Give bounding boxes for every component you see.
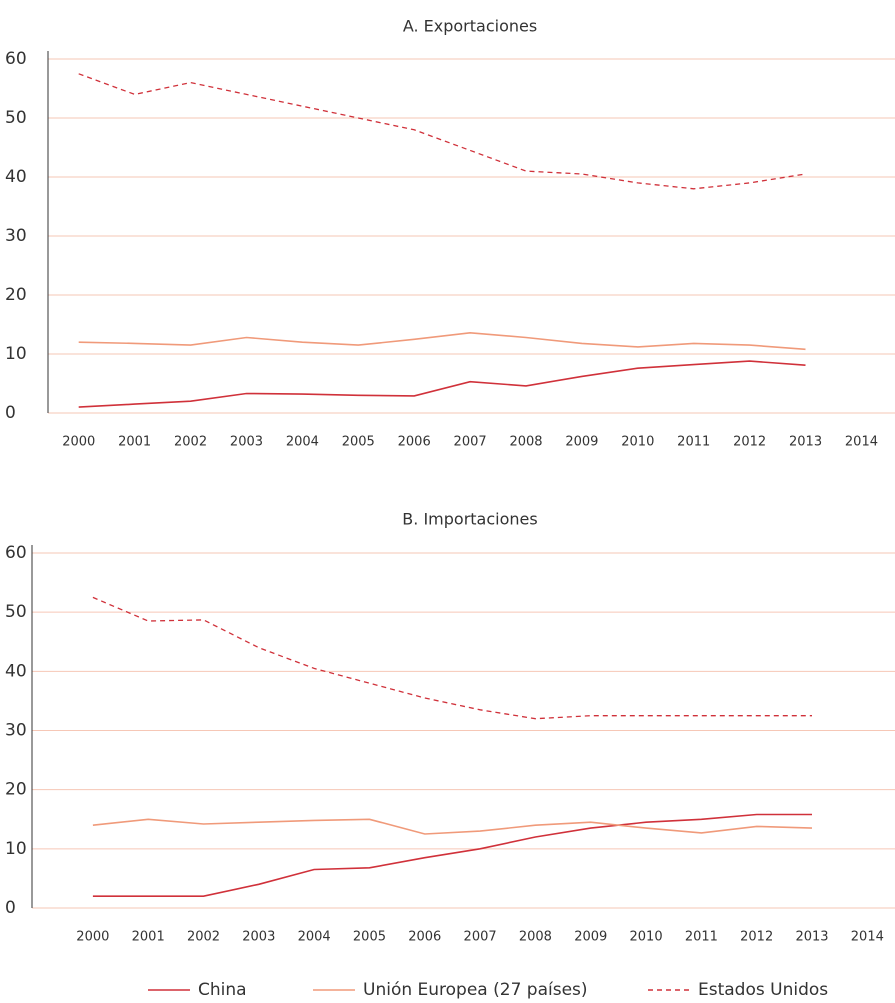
x-tick-label: 2009 [565,435,598,450]
y-tick-label: 30 [5,721,27,741]
series-line [92,596,812,720]
y-tick-label: 40 [5,167,27,187]
legend-label: Estados Unidos [698,980,828,1000]
chart-title: B. Importaciones [402,510,537,529]
y-tick-label: 10 [5,344,27,364]
y-tick-label: 20 [5,780,27,800]
x-tick-label: 2006 [408,930,441,945]
x-tick-label: 2011 [677,435,710,450]
x-tick-label: 2008 [519,930,552,945]
y-tick-label: 0 [5,403,16,423]
y-tick-label: 60 [5,543,27,563]
x-tick-label: 2005 [353,930,386,945]
chart-title: A. Exportaciones [403,17,537,36]
x-tick-label: 2000 [62,435,95,450]
x-tick-label: 2010 [621,435,654,450]
y-tick-label: 10 [5,839,27,859]
y-tick-label: 0 [5,898,16,918]
y-tick-label: 30 [5,226,27,246]
x-tick-label: 2009 [574,930,607,945]
x-tick-label: 2002 [174,435,207,450]
y-tick-label: 40 [5,661,27,681]
x-tick-label: 2003 [242,930,275,945]
series-line [78,360,806,408]
x-tick-label: 2011 [685,930,718,945]
x-tick-label: 2000 [76,930,109,945]
series-line [78,73,806,190]
x-tick-label: 2010 [630,930,663,945]
x-tick-label: 2003 [230,435,263,450]
y-tick-label: 60 [5,49,27,69]
y-tick-label: 20 [5,285,27,305]
x-tick-label: 2014 [845,435,878,450]
x-tick-label: 2002 [187,930,220,945]
x-tick-label: 2014 [851,930,884,945]
x-tick-label: 2004 [298,930,331,945]
series-line [92,813,812,898]
x-tick-label: 2004 [286,435,319,450]
x-tick-label: 2007 [454,435,487,450]
x-tick-label: 2005 [342,435,375,450]
series-line [78,331,806,351]
series-line [92,818,813,835]
y-tick-label: 50 [5,108,27,128]
x-tick-label: 2006 [398,435,431,450]
x-tick-label: 2013 [795,930,828,945]
x-tick-label: 2007 [464,930,497,945]
x-tick-label: 2013 [789,435,822,450]
y-tick-label: 50 [5,602,27,622]
x-tick-label: 2008 [509,435,542,450]
x-tick-label: 2001 [132,930,165,945]
legend-label: China [198,980,247,1000]
x-tick-label: 2012 [733,435,766,450]
x-tick-label: 2012 [740,930,773,945]
x-tick-label: 2001 [118,435,151,450]
legend-label: Unión Europea (27 países) [363,980,588,1000]
